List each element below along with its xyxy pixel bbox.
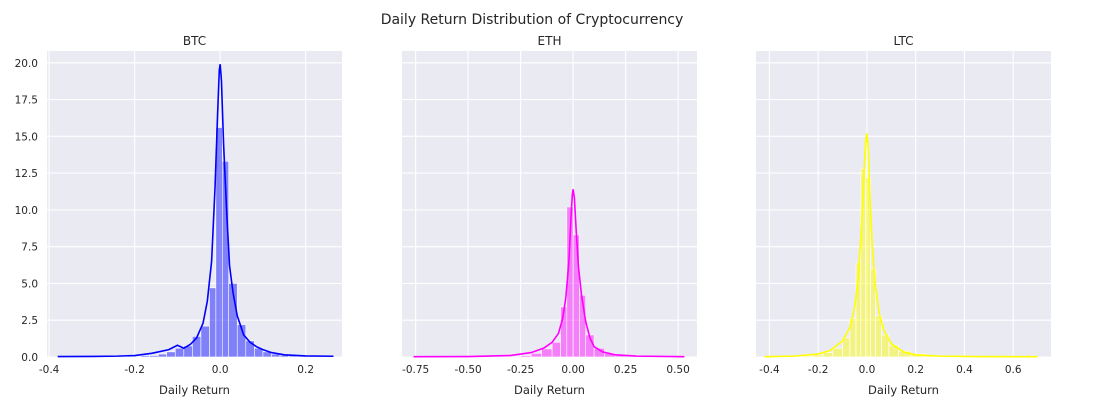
grid-eth (402, 51, 697, 358)
histogram-bar (803, 355, 814, 358)
histogram-bar (200, 325, 210, 358)
histogram-bar (132, 355, 142, 358)
histogram-bar (579, 294, 587, 358)
kde-line-eth (413, 189, 685, 358)
x-tick-label: 0.2 (907, 364, 924, 376)
histogram-bar (174, 347, 185, 358)
panel-eth: -0.75 -0.50 -0.25 0.00 0.25 0.50 ETH Daily Re… (402, 34, 697, 397)
x-label-btc: Daily Return (159, 383, 230, 397)
x-tick-label: 0.25 (614, 364, 637, 376)
y-ticks-btc: 0.0 2.5 5.0 7.5 10.0 12.5 15.0 17.5 20.0 (15, 58, 38, 364)
panel-ltc: -0.4 -0.2 0.0 0.2 0.4 0.6 LTC Daily Return (756, 34, 1051, 397)
x-tick-label: -0.25 (507, 364, 534, 376)
plot-area-btc (47, 51, 342, 357)
x-label-eth: Daily Return (514, 383, 585, 397)
histogram-bar (149, 355, 159, 358)
x-tick-label: -0.4 (759, 364, 780, 376)
panel-title-btc: BTC (183, 34, 206, 48)
y-tick-label: 0.0 (21, 352, 38, 364)
x-tick-label: 0.0 (859, 364, 876, 376)
kde-line-btc (57, 64, 334, 358)
x-tick-label: -0.75 (402, 364, 429, 376)
histogram-bar (842, 337, 851, 358)
figure-title: Daily Return Distribution of Cryptocurre… (381, 12, 684, 28)
y-tick-label: 17.5 (15, 95, 38, 107)
histogram-bar (875, 315, 882, 358)
histogram-bar (541, 348, 553, 358)
panel-title-ltc: LTC (893, 34, 913, 48)
x-label-ltc: Daily Return (868, 383, 939, 397)
x-tick-label: 0.00 (561, 364, 584, 376)
x-tick-label: -0.2 (124, 364, 145, 376)
histogram-bar (140, 355, 150, 358)
histogram-bar (865, 177, 871, 358)
y-tick-label: 20.0 (15, 58, 38, 70)
y-tick-label: 5.0 (21, 278, 38, 290)
bars-ltc (793, 168, 941, 358)
plot-area-eth (402, 51, 697, 357)
x-tick-label: -0.50 (455, 364, 482, 376)
histogram-bar (209, 287, 217, 358)
y-tick-label: 2.5 (21, 315, 38, 327)
x-tick-label: 0.6 (1005, 364, 1022, 376)
histogram-bar (870, 268, 876, 358)
x-tick-label: 0.2 (297, 364, 314, 376)
y-tick-label: 10.0 (15, 205, 38, 217)
x-ticks-ltc: -0.4 -0.2 0.0 0.2 0.4 0.6 (759, 364, 1022, 376)
panel-btc: -0.4 -0.2 0.0 0.2 0.0 2.5 5.0 7.5 10.0 12.5 15.0 1… (15, 34, 342, 397)
y-tick-label: 15.0 (15, 131, 38, 143)
histogram-bar (520, 355, 532, 358)
histogram-bar (215, 127, 223, 358)
histogram-bar (822, 352, 834, 358)
x-tick-label: -0.4 (39, 364, 60, 376)
histogram-bar (551, 341, 561, 358)
histogram-bar (530, 353, 542, 358)
histogram-bar (157, 353, 168, 358)
y-tick-label: 7.5 (21, 242, 38, 254)
panel-title-eth: ETH (538, 34, 562, 48)
histogram-bar (228, 283, 238, 358)
y-tick-label: 12.5 (15, 168, 38, 180)
histogram-bar (192, 336, 202, 358)
x-ticks-eth: -0.75 -0.50 -0.25 0.00 0.25 0.50 (402, 364, 690, 376)
histogram-bar (509, 355, 521, 358)
x-ticks-btc: -0.4 -0.2 0.0 0.2 (39, 364, 314, 376)
plot-area-ltc (756, 51, 1051, 357)
x-tick-label: 0.0 (212, 364, 229, 376)
x-tick-label: 0.4 (956, 364, 973, 376)
x-tick-label: -0.2 (808, 364, 829, 376)
kde-line-ltc (764, 133, 1038, 358)
histogram-bar (832, 347, 843, 358)
x-tick-label: 0.50 (666, 364, 689, 376)
histogram-bar (572, 234, 580, 358)
bars-btc (132, 127, 306, 358)
histogram-bar (166, 351, 176, 358)
